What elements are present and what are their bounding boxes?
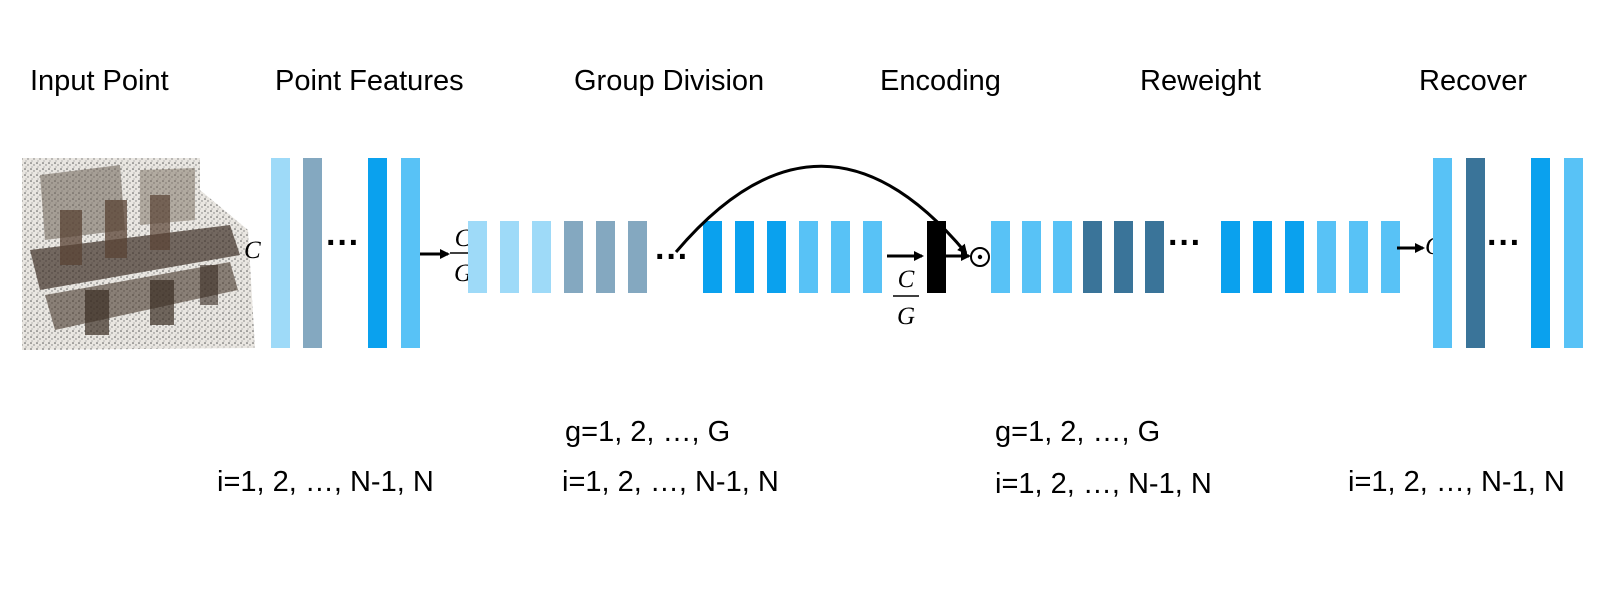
reweight-bar-4 — [1083, 221, 1102, 293]
point-features-bar-3 — [368, 158, 387, 348]
ellipsis-point-features: ··· — [326, 224, 360, 262]
group-division-bar-1 — [468, 221, 487, 293]
group-division-bar-4 — [564, 221, 583, 293]
reweight-bar-12 — [1381, 221, 1400, 293]
group-division-bars — [468, 221, 882, 293]
ellipsis-recover: ··· — [1487, 224, 1521, 262]
reweight-bar-6 — [1145, 221, 1164, 293]
index-label-i-point-features: i=1, 2, …, N-1, N — [217, 466, 434, 498]
stage-title-input-point: Input Point — [30, 65, 169, 97]
stage-title-encoding: Encoding — [880, 65, 1001, 97]
reweight-bars — [991, 221, 1400, 293]
recover-bar-1 — [1433, 158, 1452, 348]
skip-connection-arc — [674, 164, 968, 255]
stage-title-group-division: Group Division — [574, 65, 764, 97]
group-division-bar-8 — [735, 221, 754, 293]
group-division-bar-3 — [532, 221, 551, 293]
input-point-cloud-image — [22, 158, 255, 350]
group-division-bar-10 — [799, 221, 818, 293]
recover-bar-2 — [1466, 158, 1485, 348]
reweight-bar-5 — [1114, 221, 1133, 293]
group-division-bar-6 — [628, 221, 647, 293]
fraction-denominator: G — [454, 260, 472, 287]
index-label-i-recover: i=1, 2, …, N-1, N — [1348, 466, 1565, 498]
encoding-bar — [927, 221, 946, 293]
reweight-bar-10 — [1317, 221, 1336, 293]
point-features-bar-4 — [401, 158, 420, 348]
stage-title-recover: Recover — [1419, 65, 1527, 97]
reweight-bar-9 — [1285, 221, 1304, 293]
reweight-bar-11 — [1349, 221, 1368, 293]
reweight-bar-1 — [991, 221, 1010, 293]
stage-title-point-features: Point Features — [275, 65, 464, 97]
recover-bar-3 — [1531, 158, 1550, 348]
elementwise-product-icon — [970, 247, 990, 267]
group-division-bar-9 — [767, 221, 786, 293]
index-label-i-group-division: i=1, 2, …, N-1, N — [562, 466, 779, 498]
point-features-bars — [271, 158, 420, 348]
reweight-bar-7 — [1221, 221, 1240, 293]
group-division-bar-7 — [703, 221, 722, 293]
reweight-bar-8 — [1253, 221, 1272, 293]
index-label-g-group-division: g=1, 2, …, G — [565, 416, 730, 448]
point-features-bar-2 — [303, 158, 322, 348]
recover-bar-4 — [1564, 158, 1583, 348]
point-features-bar-1 — [271, 158, 290, 348]
fraction-c-over-g-encoding: C G — [893, 266, 919, 330]
group-division-bar-5 — [596, 221, 615, 293]
reweight-bar-2 — [1022, 221, 1041, 293]
ellipsis-reweight: ··· — [1168, 224, 1202, 262]
recover-bars — [1433, 158, 1583, 348]
fraction-numerator: C — [898, 266, 915, 293]
reweight-bar-3 — [1053, 221, 1072, 293]
fraction-numerator: C — [455, 225, 472, 252]
group-division-bar-2 — [500, 221, 519, 293]
fraction-denominator: G — [897, 303, 915, 330]
group-division-bar-11 — [831, 221, 850, 293]
stage-title-reweight: Reweight — [1140, 65, 1261, 97]
index-label-g-reweight: g=1, 2, …, G — [995, 416, 1160, 448]
group-division-bar-12 — [863, 221, 882, 293]
channel-label-c: C — [244, 237, 261, 264]
index-label-i-reweight: i=1, 2, …, N-1, N — [995, 468, 1212, 500]
